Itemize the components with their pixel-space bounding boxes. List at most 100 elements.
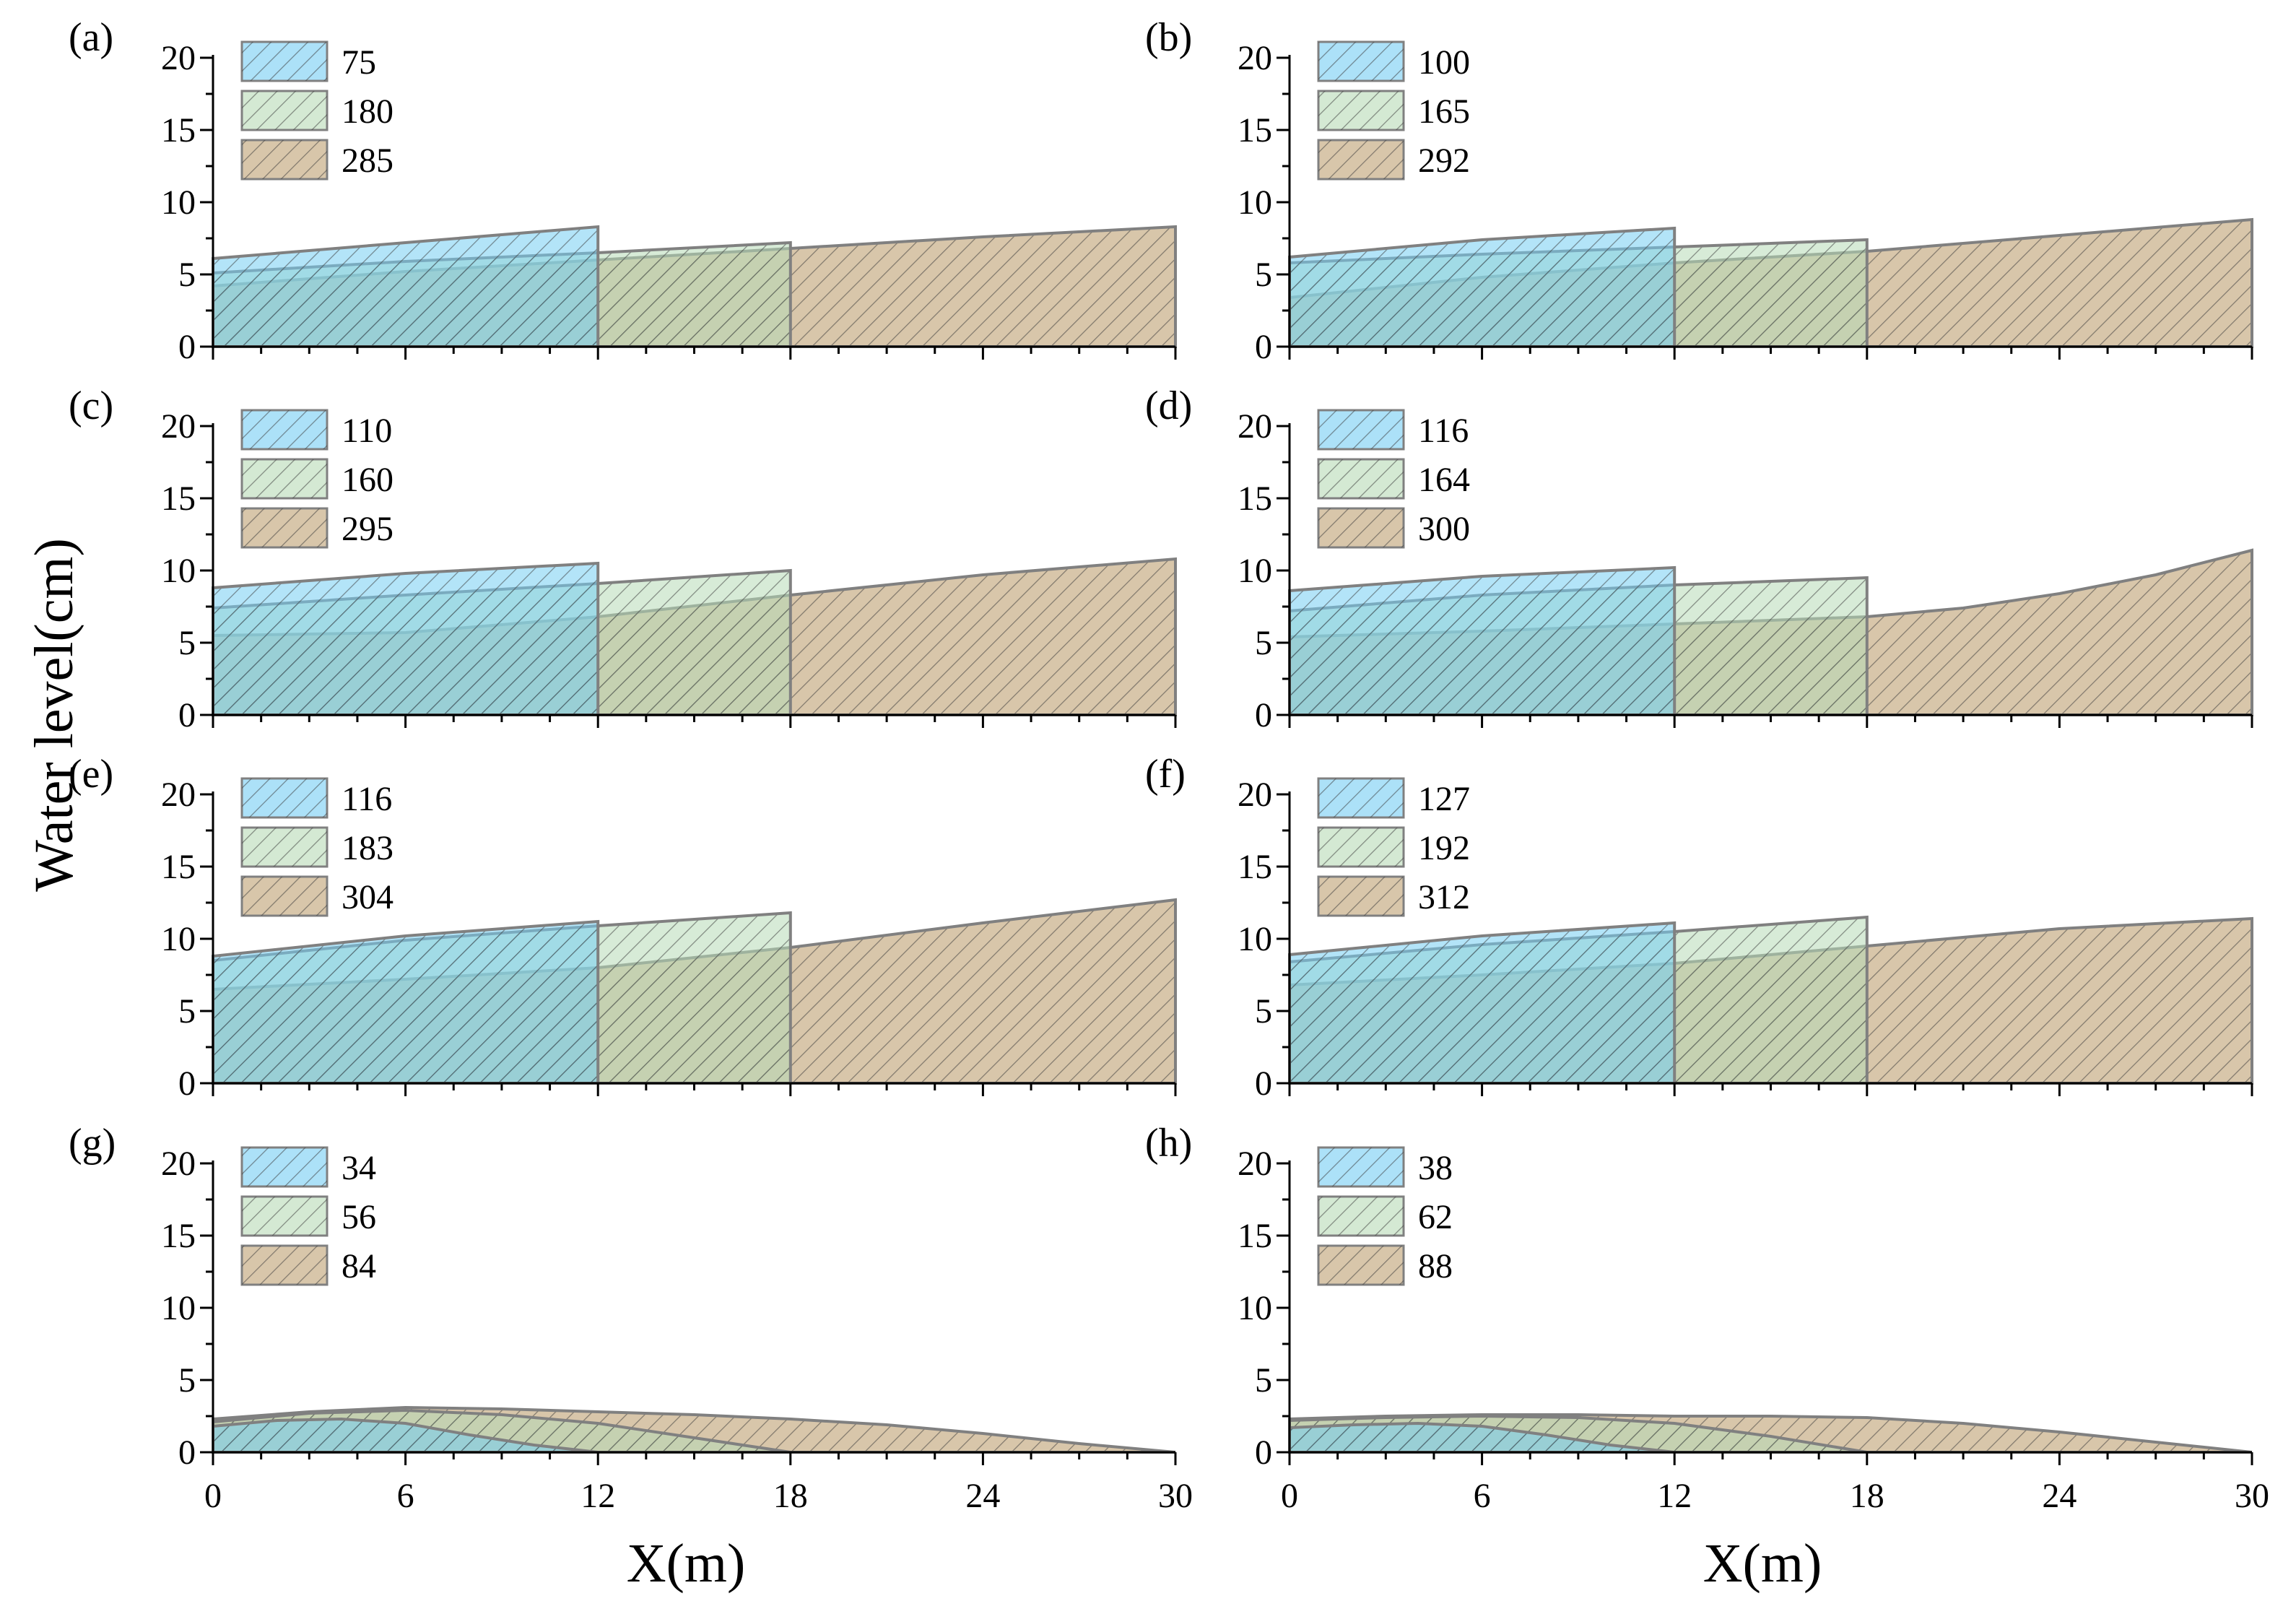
x-tick-label: 12 bbox=[1657, 1477, 1692, 1515]
legend-swatch-hatch bbox=[242, 459, 327, 498]
y-tick-label: 10 bbox=[161, 1289, 196, 1327]
y-tick-label: 20 bbox=[1238, 1145, 1272, 1183]
legend-swatch-hatch bbox=[242, 91, 327, 130]
y-tick-label: 15 bbox=[161, 848, 196, 886]
y-tick-label: 0 bbox=[1255, 1433, 1272, 1472]
area-series-116 bbox=[212, 919, 600, 1085]
legend: 38 62 88 bbox=[1317, 1146, 1453, 1286]
legend-label: 304 bbox=[342, 878, 393, 916]
area-series-75 bbox=[212, 225, 600, 348]
panel-4: 0 5 10 15 20 (e) 116 183 304 bbox=[69, 752, 1177, 1103]
legend-swatch-hatch bbox=[242, 1197, 327, 1236]
legend: 75 180 285 bbox=[240, 40, 393, 181]
legend-label: 285 bbox=[342, 142, 393, 180]
area-hatch-outline bbox=[212, 225, 600, 348]
x-tick-label: 6 bbox=[1474, 1477, 1491, 1515]
y-tick-label: 5 bbox=[1255, 256, 1272, 294]
panel-label: (d) bbox=[1145, 383, 1192, 428]
y-tick-label: 20 bbox=[161, 39, 196, 77]
x-tick-label: 6 bbox=[397, 1477, 414, 1515]
legend-label: 160 bbox=[342, 461, 393, 499]
x-tick-label: 18 bbox=[773, 1477, 808, 1515]
y-axis-title: Water level(cm) bbox=[24, 538, 84, 892]
legend-swatch-hatch bbox=[1318, 877, 1404, 916]
y-tick-label: 5 bbox=[1255, 624, 1272, 662]
legend-swatch-hatch bbox=[242, 508, 327, 547]
panel-label: (c) bbox=[69, 383, 113, 428]
panel-label: (a) bbox=[69, 15, 113, 60]
legend-label: 292 bbox=[1418, 142, 1470, 180]
x-tick-label: 0 bbox=[204, 1477, 222, 1515]
legend-label: 312 bbox=[1418, 878, 1470, 916]
legend: 116 183 304 bbox=[240, 777, 393, 917]
legend-swatch-hatch bbox=[242, 877, 327, 916]
y-tick-label: 15 bbox=[161, 1217, 196, 1255]
legend-label: 165 bbox=[1418, 92, 1470, 131]
legend-swatch-hatch bbox=[1318, 140, 1404, 179]
legend: 100 165 292 bbox=[1317, 40, 1470, 181]
legend-swatch-hatch bbox=[1318, 410, 1404, 449]
y-tick-label: 10 bbox=[1238, 920, 1272, 958]
y-tick-label: 15 bbox=[1238, 848, 1272, 886]
y-tick-label: 0 bbox=[178, 328, 196, 366]
panel-label: (g) bbox=[69, 1121, 116, 1166]
y-tick-label: 10 bbox=[161, 552, 196, 590]
y-tick-label: 0 bbox=[178, 1433, 196, 1472]
panel-5: 0 5 10 15 20 (f) 127 192 312 bbox=[1145, 752, 2253, 1103]
panel-label: (f) bbox=[1145, 752, 1186, 797]
y-tick-label: 10 bbox=[1238, 183, 1272, 222]
legend-label: 183 bbox=[342, 829, 393, 867]
y-tick-label: 15 bbox=[161, 111, 196, 149]
legend-label: 127 bbox=[1418, 780, 1470, 818]
area-hatch-outline bbox=[212, 561, 600, 716]
y-tick-label: 10 bbox=[161, 183, 196, 222]
y-tick-label: 5 bbox=[178, 624, 196, 662]
y-tick-label: 5 bbox=[178, 1361, 196, 1400]
legend-swatch-hatch bbox=[1318, 42, 1404, 81]
x-tick-label: 0 bbox=[1281, 1477, 1298, 1515]
area-hatch-outline bbox=[1288, 921, 1677, 1085]
legend-label: 164 bbox=[1418, 461, 1470, 499]
y-tick-label: 10 bbox=[1238, 552, 1272, 590]
legend-swatch-hatch bbox=[1318, 778, 1404, 817]
y-tick-label: 20 bbox=[1238, 407, 1272, 446]
y-tick-label: 10 bbox=[1238, 1289, 1272, 1327]
x-tick-label: 30 bbox=[1158, 1477, 1193, 1515]
panel-3: 0 5 10 15 20 (d) 116 164 300 bbox=[1145, 383, 2253, 734]
legend-label: 192 bbox=[1418, 829, 1470, 867]
panel-1: 0 5 10 15 20 (b) 100 165 292 bbox=[1145, 15, 2253, 366]
y-tick-label: 15 bbox=[1238, 1217, 1272, 1255]
legend-swatch-hatch bbox=[1318, 459, 1404, 498]
legend-label: 180 bbox=[342, 92, 393, 131]
y-tick-label: 5 bbox=[1255, 992, 1272, 1031]
panel-0: 0 5 10 15 20 (a) 75 180 285 bbox=[69, 15, 1177, 366]
legend-label: 300 bbox=[1418, 510, 1470, 548]
legend-swatch-hatch bbox=[242, 1246, 327, 1285]
panels: 05101520(a)7518028505101520(b)1001652920… bbox=[69, 15, 2269, 1515]
legend: 110 160 295 bbox=[240, 409, 393, 549]
legend-swatch-hatch bbox=[1318, 828, 1404, 867]
legend-label: 110 bbox=[342, 412, 392, 450]
legend-label: 84 bbox=[342, 1247, 376, 1285]
y-tick-label: 20 bbox=[1238, 39, 1272, 77]
y-tick-label: 5 bbox=[178, 256, 196, 294]
x-axis-title-right: X(m) bbox=[1703, 1533, 1822, 1594]
area-hatch-outline bbox=[212, 919, 600, 1085]
legend-swatch-hatch bbox=[242, 828, 327, 867]
panel-6: 0 5 10 15 20 0 6 12 18 24 30 (g) 34 56 84 bbox=[69, 1121, 1193, 1515]
y-tick-label: 5 bbox=[1255, 1361, 1272, 1400]
y-tick-label: 20 bbox=[161, 776, 196, 814]
legend-swatch-hatch bbox=[242, 410, 327, 449]
y-tick-label: 20 bbox=[161, 407, 196, 446]
area-hatch-outline bbox=[1288, 1421, 1675, 1454]
legend-swatch-hatch bbox=[242, 42, 327, 81]
y-tick-label: 20 bbox=[1238, 776, 1272, 814]
y-tick-label: 15 bbox=[1238, 480, 1272, 518]
legend-label: 38 bbox=[1418, 1149, 1453, 1187]
y-tick-label: 0 bbox=[178, 1064, 196, 1103]
y-tick-label: 0 bbox=[1255, 1064, 1272, 1103]
legend-swatch-hatch bbox=[1318, 508, 1404, 547]
panel-7: 0 5 10 15 20 0 6 12 18 24 30 (h) 38 62 88 bbox=[1145, 1121, 2269, 1515]
legend-label: 62 bbox=[1418, 1198, 1453, 1236]
y-tick-label: 15 bbox=[161, 480, 196, 518]
